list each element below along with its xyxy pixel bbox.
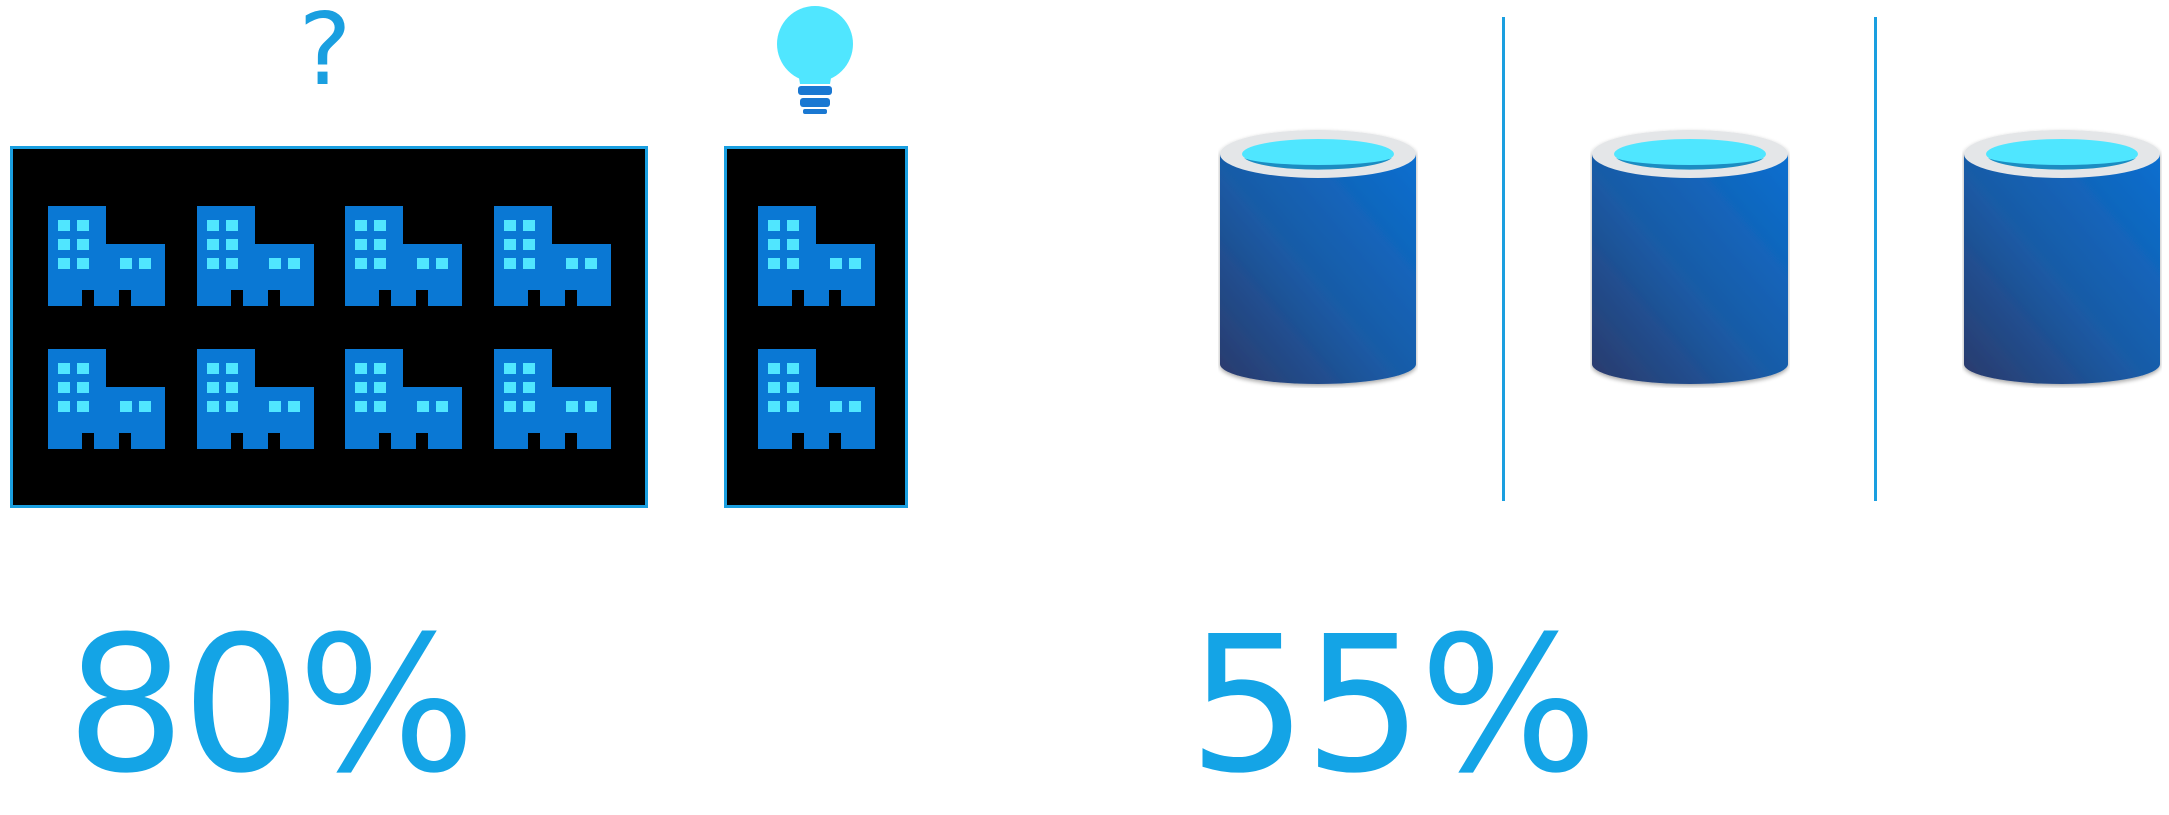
lightbulb-icon — [777, 6, 853, 114]
office-building-icon — [494, 349, 611, 449]
divider-line — [1874, 17, 1877, 501]
office-building-icon — [494, 206, 611, 306]
database-icon — [1590, 126, 1790, 388]
office-building-icon — [48, 206, 165, 306]
office-building-icon — [48, 349, 165, 449]
right-percentage: 55% — [1188, 596, 1598, 815]
unknown-data-panel — [10, 146, 648, 508]
database-icon — [1962, 126, 2162, 388]
office-building-icon — [758, 349, 875, 449]
office-building-icon — [197, 206, 314, 306]
question-mark-icon: ? — [298, 0, 352, 108]
office-building-icon — [345, 206, 462, 306]
office-building-icon — [345, 349, 462, 449]
office-building-icon — [197, 349, 314, 449]
divider-line — [1502, 17, 1505, 501]
known-data-panel — [724, 146, 908, 508]
office-building-icon — [758, 206, 875, 306]
left-percentage: 80% — [66, 596, 476, 815]
database-icon — [1218, 126, 1418, 388]
